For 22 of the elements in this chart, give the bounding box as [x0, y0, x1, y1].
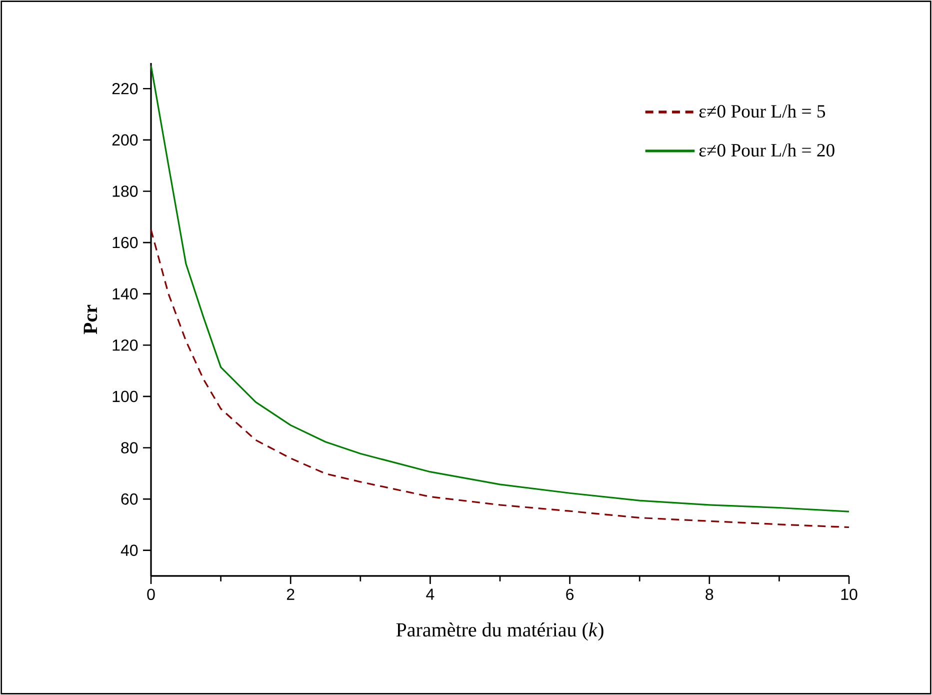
- x-tick-label: 2: [286, 588, 294, 600]
- y-tick-label: 80: [121, 442, 138, 454]
- y-tick-label: 180: [112, 186, 138, 197]
- y-tick-label: 200: [112, 134, 138, 146]
- x-tick-label: 10: [841, 588, 858, 600]
- y-axis-title: Pcr: [84, 304, 98, 334]
- line-series: [150, 64, 850, 512]
- legend-label: ε≠0 Pour L/h = 5: [699, 104, 826, 118]
- x-axis-title: Paramètre du matériau (k): [396, 622, 604, 641]
- y-tick-label: 140: [112, 288, 138, 300]
- line-series: [150, 228, 850, 528]
- x-tick-label: 0: [147, 588, 155, 600]
- x-tick-label: 8: [706, 588, 714, 600]
- legend-label: ε≠0 Pour L/h = 20: [699, 143, 834, 157]
- x-tick-label: 4: [426, 588, 434, 600]
- y-tick-label: 60: [121, 493, 138, 505]
- y-tick-label: 120: [112, 339, 138, 351]
- x-tick-label: 6: [566, 588, 574, 600]
- y-tick-label: 100: [112, 390, 138, 402]
- y-tick-label: 220: [112, 82, 138, 94]
- y-tick-label: 160: [112, 236, 138, 248]
- y-tick-label: 40: [120, 544, 138, 556]
